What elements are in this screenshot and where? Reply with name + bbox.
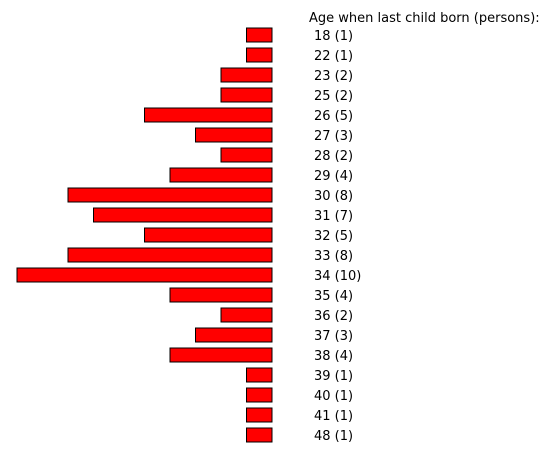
label-age-28: 28 (2): [314, 149, 353, 164]
label-age-23: 23 (2): [314, 69, 353, 84]
label-age-48: 48 (1): [314, 429, 353, 444]
label-age-25: 25 (2): [314, 89, 353, 104]
bar-age-48: [247, 428, 273, 442]
label-age-35: 35 (4): [314, 289, 353, 304]
bar-age-40: [247, 388, 273, 402]
bar-age-34: [17, 268, 272, 282]
category-labels-group: 18 (1) 22 (1) 23 (2) 25 (2) 26 (5) 27 (3) 28 (…: [314, 29, 361, 444]
bar-age-36: [221, 308, 272, 322]
label-age-32: 32 (5): [314, 229, 353, 244]
label-age-34: 34 (10): [314, 269, 361, 284]
label-age-22: 22 (1): [314, 49, 353, 64]
label-age-31: 31 (7): [314, 209, 353, 224]
label-age-18: 18 (1): [314, 29, 353, 44]
label-age-40: 40 (1): [314, 389, 353, 404]
bar-age-41: [247, 408, 273, 422]
label-age-37: 37 (3): [314, 329, 353, 344]
bar-age-33: [68, 248, 272, 262]
bar-age-32: [145, 228, 273, 242]
bar-age-31: [94, 208, 273, 222]
bar-age-37: [196, 328, 273, 342]
bar-age-30: [68, 188, 272, 202]
bar-age-27: [196, 128, 273, 142]
label-age-26: 26 (5): [314, 109, 353, 124]
bar-age-35: [170, 288, 272, 302]
bar-age-22: [247, 48, 273, 62]
bar-age-26: [145, 108, 273, 122]
bar-age-18: [247, 28, 273, 42]
label-age-29: 29 (4): [314, 169, 353, 184]
label-age-39: 39 (1): [314, 369, 353, 384]
bar-age-29: [170, 168, 272, 182]
bar-age-39: [247, 368, 273, 382]
bar-age-25: [221, 88, 272, 102]
bar-age-38: [170, 348, 272, 362]
chart-title: Age when last child born (persons):: [309, 11, 540, 26]
label-age-27: 27 (3): [314, 129, 353, 144]
bar-age-28: [221, 148, 272, 162]
label-age-30: 30 (8): [314, 189, 353, 204]
bar-age-23: [221, 68, 272, 82]
label-age-41: 41 (1): [314, 409, 353, 424]
bars-group: [17, 28, 272, 442]
label-age-38: 38 (4): [314, 349, 353, 364]
label-age-33: 33 (8): [314, 249, 353, 264]
label-age-36: 36 (2): [314, 309, 353, 324]
